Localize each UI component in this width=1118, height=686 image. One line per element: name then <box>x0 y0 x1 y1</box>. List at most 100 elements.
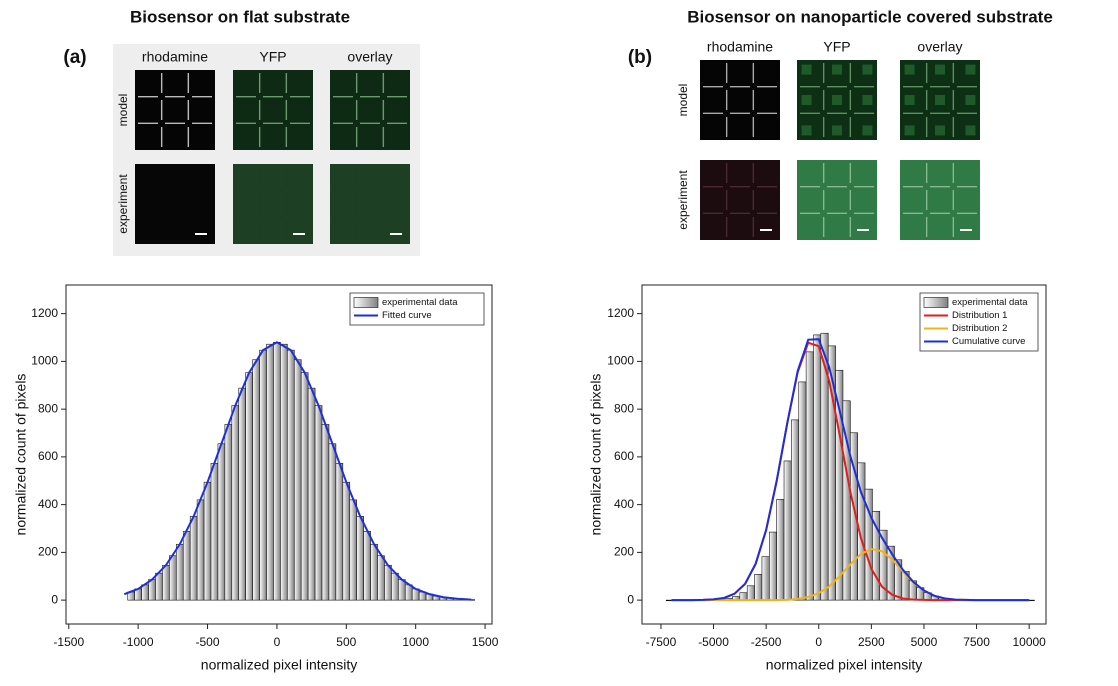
micro-pad <box>862 95 873 105</box>
histogram-bar <box>238 387 246 601</box>
histogram-bar <box>273 341 281 601</box>
row-label: experiment <box>676 170 690 230</box>
histogram-bar <box>287 349 295 601</box>
x-tick-label: 2500 <box>858 635 885 649</box>
histogram-bar <box>280 343 288 601</box>
panel-title: Biosensor on flat substrate <box>130 7 350 26</box>
row-label: experiment <box>116 174 130 234</box>
micro-pad <box>935 125 945 136</box>
micrograph <box>900 160 980 240</box>
micro-pad <box>862 125 873 136</box>
column-label: overlay <box>917 39 962 55</box>
histogram-bar <box>148 579 156 601</box>
histogram-bar <box>328 443 337 601</box>
histogram-bar <box>404 584 413 601</box>
x-tick-label: 10000 <box>1012 635 1046 649</box>
micro-pad <box>965 64 976 75</box>
y-tick-label: 800 <box>38 401 58 415</box>
y-tick-label: 0 <box>51 592 58 606</box>
histogram-bar <box>259 349 267 601</box>
histogram-bar <box>189 516 198 601</box>
panel-label: (a) <box>63 47 86 68</box>
histogram-bar <box>314 405 323 601</box>
y-tick-label: 1200 <box>31 306 58 320</box>
legend-swatch <box>923 297 949 308</box>
micro-pad <box>965 125 976 136</box>
histogram-bar <box>370 543 378 601</box>
micro-pad <box>832 95 842 105</box>
histogram-bar <box>342 481 351 601</box>
x-tick-label: 1000 <box>402 635 429 649</box>
x-tick-label: 0 <box>815 635 822 649</box>
micrograph <box>330 70 410 150</box>
x-tick-label: 500 <box>336 635 356 649</box>
micro-pad <box>904 64 915 75</box>
curve <box>123 341 472 601</box>
histogram-bar <box>761 556 770 601</box>
histogram-bar <box>245 372 253 601</box>
histogram-bar <box>791 419 800 601</box>
micrograph <box>797 160 877 240</box>
y-tick-label: 0 <box>627 592 634 606</box>
micro-pad <box>801 125 812 136</box>
histogram-bar <box>835 369 844 601</box>
histogram-bar <box>805 351 814 601</box>
micro-pad <box>801 95 812 105</box>
histogram-bar <box>739 592 748 601</box>
y-tick-label: 200 <box>614 545 634 559</box>
y-tick-label: 1000 <box>31 354 58 368</box>
histogram-bar <box>141 584 149 601</box>
x-tick-label: -5000 <box>698 635 729 649</box>
histogram-bar <box>384 564 392 601</box>
x-tick-label: 5000 <box>911 635 938 649</box>
histogram-bar <box>162 564 170 601</box>
micro-pad <box>965 95 976 105</box>
plot-frame <box>65 284 493 625</box>
micrograph <box>330 164 410 244</box>
histogram-bar <box>252 359 260 601</box>
y-axis-label: normalized count of pixels <box>588 374 604 536</box>
legend-swatch <box>353 297 379 308</box>
histogram-bar <box>391 572 399 601</box>
x-tick-label: -7500 <box>646 635 677 649</box>
micro-pad <box>904 125 915 136</box>
histogram-bar <box>196 499 205 601</box>
histogram-bar <box>169 555 177 601</box>
histogram-bar <box>217 443 226 601</box>
y-tick-label: 400 <box>38 497 58 511</box>
histogram-bar <box>293 359 302 601</box>
y-tick-label: 600 <box>614 449 634 463</box>
micrograph <box>233 70 313 150</box>
histogram-bar <box>798 381 807 601</box>
x-tick-label: -2500 <box>751 635 782 649</box>
histogram-bar <box>746 585 755 601</box>
micro-pad <box>935 64 945 75</box>
x-axis-label: normalized pixel intensity <box>201 657 357 673</box>
x-axis-label: normalized pixel intensity <box>766 657 922 673</box>
column-label: overlay <box>347 49 392 65</box>
histogram-bar <box>356 516 364 601</box>
micrograph <box>700 60 780 140</box>
micro-pad <box>832 125 842 136</box>
histogram-bar <box>300 372 309 601</box>
legend-label: Distribution 1 <box>952 310 1007 321</box>
y-tick-label: 400 <box>614 497 634 511</box>
row-label: model <box>116 94 130 127</box>
micro-pad <box>832 64 842 75</box>
histogram-bar <box>182 531 191 601</box>
micrograph <box>135 164 215 244</box>
histogram-bar <box>769 531 777 601</box>
column-label: rhodamine <box>707 39 773 55</box>
histogram-bar <box>363 531 371 601</box>
x-tick-label: -1500 <box>53 635 84 649</box>
histogram-bar <box>377 555 385 601</box>
panel-title: Biosensor on nanoparticle covered substr… <box>687 7 1053 26</box>
legend-label: Distribution 2 <box>952 323 1007 334</box>
x-tick-label: 7500 <box>963 635 990 649</box>
histogram-bar <box>813 334 822 601</box>
histogram-bar <box>307 387 316 601</box>
x-tick-label: -500 <box>196 635 220 649</box>
curve <box>671 338 1030 602</box>
